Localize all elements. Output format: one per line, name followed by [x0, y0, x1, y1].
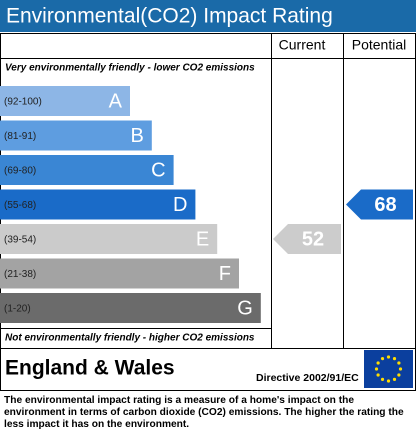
eu-star [376, 361, 380, 365]
band-bar [0, 120, 152, 151]
potential-header: Potential [352, 37, 406, 53]
band-letter: A [109, 90, 123, 112]
directive: Directive 2002/91/EC [256, 372, 359, 384]
title-bar [0, 0, 416, 32]
band-bar [0, 189, 196, 220]
band-letter: E [196, 228, 209, 250]
eu-star [392, 357, 397, 361]
eu-star [392, 377, 397, 381]
band-range: (55-68) [4, 200, 36, 211]
chart: Environmental(CO2) Impact Rating Current… [0, 0, 416, 391]
band-bar [0, 155, 174, 185]
band-letter: F [219, 263, 231, 285]
band-range: (21-38) [4, 269, 36, 280]
eu-star [374, 367, 379, 371]
bottom-note: Not environmentally friendly - higher CO… [5, 333, 255, 344]
band-bar [0, 224, 218, 254]
eu-star [397, 373, 401, 377]
eu-star [376, 373, 380, 377]
band-letter: B [130, 125, 143, 147]
eu-star [398, 367, 403, 371]
eu-star [397, 361, 401, 365]
region: England & Wales [5, 357, 175, 380]
band-bar [0, 86, 130, 116]
band-range: (69-80) [4, 166, 36, 177]
current-header: Current [279, 37, 326, 53]
eu-star [380, 357, 385, 361]
current-arrow [273, 224, 341, 254]
band-range: (92-100) [4, 97, 42, 108]
band-letter: G [237, 297, 253, 319]
eu-star [380, 377, 385, 381]
top-note: Very environmentally friendly - lower CO… [5, 63, 255, 74]
band-bar [0, 293, 261, 323]
potential-arrow [346, 189, 413, 220]
band-letter: D [173, 194, 187, 216]
eu-star [386, 379, 391, 383]
current-value: 52 [302, 228, 324, 250]
title: Environmental(CO2) Impact Rating [6, 5, 333, 28]
band-range: (1-20) [4, 304, 31, 315]
band-letter: C [151, 159, 165, 181]
band-range: (39-54) [4, 235, 36, 246]
eu-star [386, 355, 391, 359]
description: The environmental impact rating is a mea… [4, 395, 404, 430]
band-bar [0, 258, 239, 289]
band-range: (81-91) [4, 131, 36, 142]
potential-value: 68 [374, 194, 396, 216]
